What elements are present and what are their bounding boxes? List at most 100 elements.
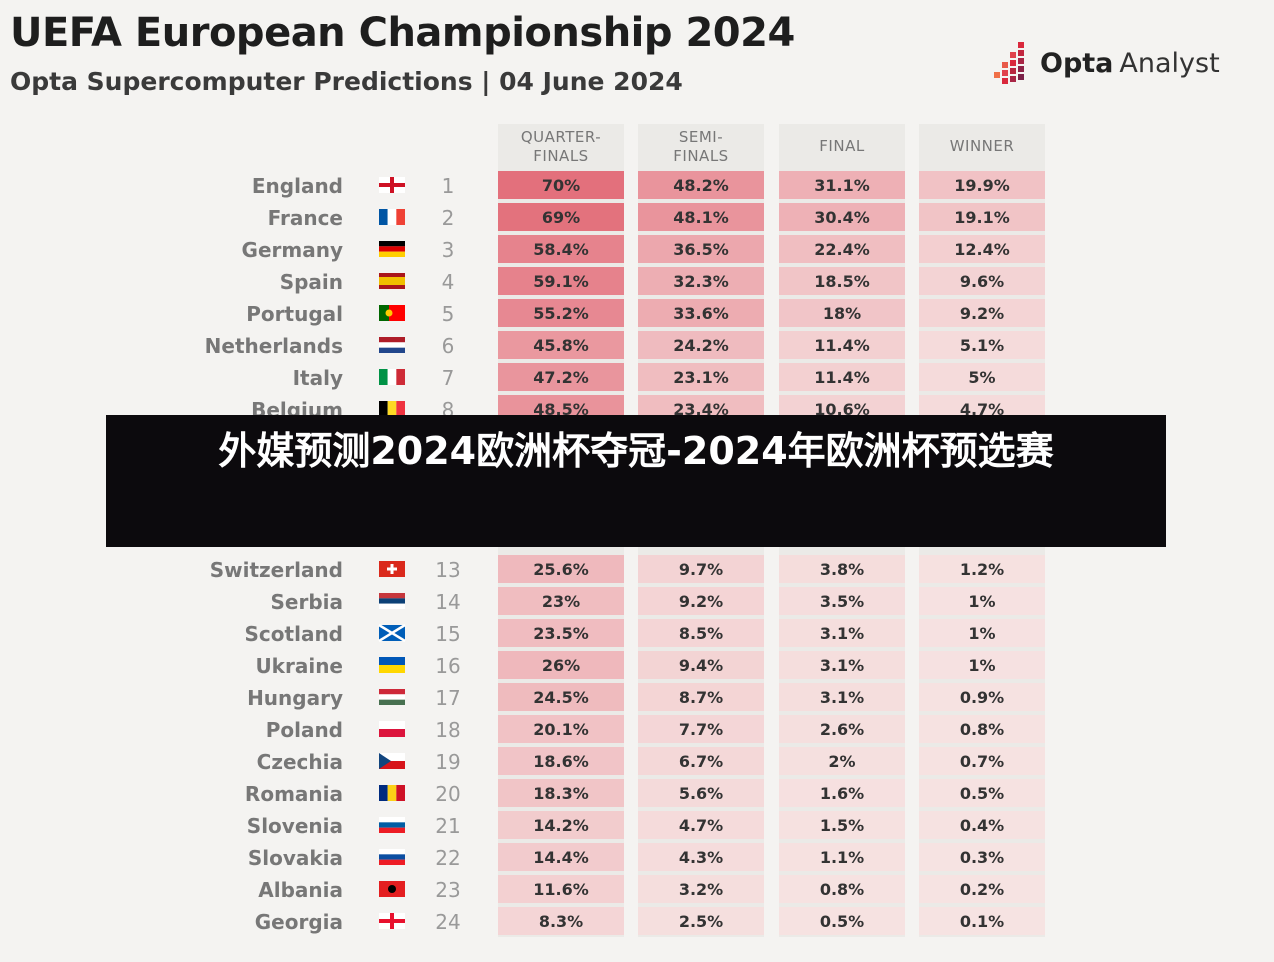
probability-value-label: 8.3% [539, 912, 583, 931]
seed-number-label: 4 [442, 270, 455, 294]
probability-value-label: 48.2% [673, 176, 729, 195]
probability-cell [638, 715, 764, 743]
seed-number-label: 6 [442, 334, 455, 358]
team-name-label: Scotland [245, 622, 343, 646]
probability-value-label: 3.2% [679, 880, 723, 899]
probability-cell [779, 651, 905, 679]
probability-cell [919, 619, 1045, 647]
table-row: Czechia 19 18.6% 6.7% 2% 0.7% [257, 747, 1045, 775]
probability-value-label: 19.9% [954, 176, 1010, 195]
probability-value-label: 0.7% [960, 752, 1004, 771]
probability-value-label: 9.2% [960, 304, 1004, 323]
probability-value-label: 1% [968, 656, 995, 675]
probability-cell [919, 587, 1045, 615]
probability-value-label: 25.6% [533, 560, 589, 579]
table-row: France 2 69% 48.1% 30.4% 19.1% [268, 203, 1045, 231]
probability-value-label: 24.2% [673, 336, 729, 355]
table-row: England 1 70% 48.2% 31.1% 19.9% [252, 171, 1045, 199]
seed-number-label: 21 [435, 814, 460, 838]
probability-value-label: 3.8% [820, 560, 864, 579]
team-name-label: Czechia [257, 750, 343, 774]
probability-cell [919, 907, 1045, 935]
ukraine-flag-icon [379, 657, 405, 673]
probability-value-label: 0.5% [960, 784, 1004, 803]
probability-cell [498, 555, 624, 583]
team-name-label: Albania [258, 878, 343, 902]
probability-value-label: 9.4% [679, 656, 723, 675]
probability-value-label: 36.5% [673, 240, 729, 259]
team-name-label: Hungary [247, 686, 343, 710]
probability-cell [638, 587, 764, 615]
probability-cell [498, 331, 624, 359]
scotland-flag-icon [378, 623, 406, 643]
probability-cell [638, 875, 764, 903]
probability-value-label: 12.4% [954, 240, 1010, 259]
probability-cell [498, 299, 624, 327]
table-row: Georgia 24 8.3% 2.5% 0.5% 0.1% [255, 907, 1045, 935]
column-header-label: FINALS [673, 147, 728, 165]
probability-cell [779, 715, 905, 743]
probability-cell [498, 235, 624, 263]
seed-number-label: 2 [442, 206, 455, 230]
probability-value-label: 4.3% [679, 848, 723, 867]
probability-cell [779, 683, 905, 711]
probability-value-label: 23.5% [533, 624, 589, 643]
table-row: Ukraine 16 26% 9.4% 3.1% 1% [255, 651, 1045, 679]
table-row: Italy 7 47.2% 23.1% 11.4% 5% [293, 363, 1045, 391]
team-name-label: Romania [245, 782, 343, 806]
column-header-label: FINAL [819, 137, 865, 155]
probability-value-label: 9.2% [679, 592, 723, 611]
probability-value-label: 4.7% [960, 400, 1004, 419]
page-subtitle: Opta Supercomputer Predictions | 04 June… [10, 67, 683, 96]
probability-value-label: 1% [968, 624, 995, 643]
probability-value-label: 23% [542, 592, 580, 611]
probability-value-label: 48.1% [673, 208, 729, 227]
probability-cell [919, 267, 1045, 295]
seed-number-label: 23 [435, 878, 460, 902]
probability-value-label: 18.5% [814, 272, 870, 291]
probability-value-label: 26% [542, 656, 580, 675]
probability-value-label: 24.5% [533, 688, 589, 707]
probability-value-label: 0.5% [820, 912, 864, 931]
probability-value-label: 4.7% [679, 816, 723, 835]
probability-value-label: 33.6% [673, 304, 729, 323]
probability-value-label: 2.5% [679, 912, 723, 931]
team-name-label: England [252, 174, 343, 198]
team-name-label: Serbia [271, 590, 344, 614]
probability-value-label: 0.8% [820, 880, 864, 899]
probability-cell [498, 587, 624, 615]
probability-value-label: 11.4% [814, 336, 870, 355]
probability-cell [779, 587, 905, 615]
probability-value-label: 47.2% [533, 368, 589, 387]
column-header-label: QUARTER- [521, 128, 601, 146]
table-row: Romania 20 18.3% 5.6% 1.6% 0.5% [245, 779, 1045, 807]
probability-value-label: 58.4% [533, 240, 589, 259]
team-name-label: Netherlands [205, 334, 343, 358]
probability-cell [779, 331, 905, 359]
probability-value-label: 3.1% [820, 624, 864, 643]
probability-cell [919, 747, 1045, 775]
opta-logo-icon [994, 42, 1024, 84]
albania-flag-icon [379, 881, 405, 897]
overlay-banner: 外媒预测2024欧洲杯夺冠-2024年欧洲杯预选赛 [106, 415, 1166, 547]
probability-cell [638, 747, 764, 775]
probability-cell [498, 683, 624, 711]
switzerland-flag-icon [379, 561, 405, 577]
probability-value-label: 1% [968, 592, 995, 611]
probability-cell [498, 267, 624, 295]
column-header-label: WINNER [950, 137, 1015, 155]
seed-number-label: 3 [442, 238, 455, 262]
probability-cell [498, 811, 624, 839]
probability-value-label: 3.5% [820, 592, 864, 611]
probability-cell [779, 235, 905, 263]
probability-value-label: 9.6% [960, 272, 1004, 291]
probability-value-label: 1.5% [820, 816, 864, 835]
slovenia-flag-icon [379, 817, 405, 833]
probability-cell [638, 235, 764, 263]
probability-value-label: 0.3% [960, 848, 1004, 867]
hungary-flag-icon [379, 689, 405, 705]
page-title: UEFA European Championship 2024 [10, 10, 795, 56]
probability-value-label: 0.1% [960, 912, 1004, 931]
probability-value-label: 32.3% [673, 272, 729, 291]
romania-flag-icon [379, 785, 405, 801]
